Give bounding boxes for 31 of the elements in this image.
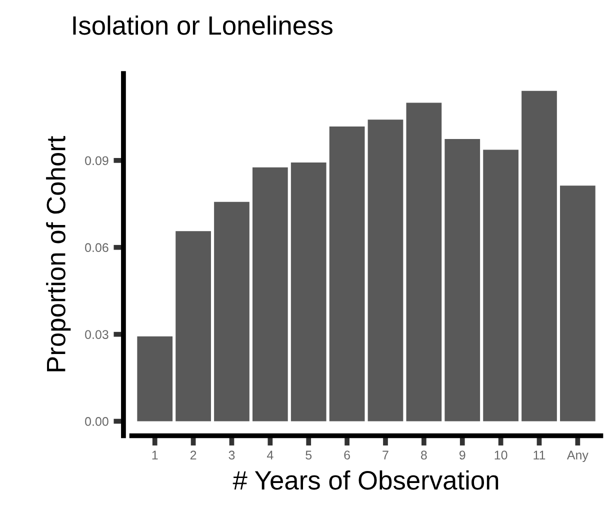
bar	[560, 186, 596, 422]
x-tick-label: 5	[306, 450, 312, 460]
bar	[483, 150, 518, 422]
y-tick-label: 0.00	[85, 417, 108, 426]
bar	[444, 138, 480, 422]
x-tick-label: 2	[190, 450, 196, 460]
x-tick-label: 10	[494, 450, 508, 460]
x-axis-title: # Years of Observation	[232, 470, 498, 490]
chart-title: Isolation or Loneliness	[73, 15, 332, 35]
bar	[368, 120, 404, 422]
bar	[137, 336, 173, 422]
x-tick-label: 3	[228, 450, 235, 460]
bar	[176, 231, 211, 422]
x-tick-label: 8	[420, 450, 427, 460]
x-tick-label: 9	[459, 450, 466, 460]
bar	[522, 90, 557, 422]
x-tick-label: 11	[534, 450, 546, 460]
bar	[406, 102, 442, 422]
y-tick-label: 0.06	[85, 243, 108, 252]
y-axis-title: Proportion of Cohort	[46, 136, 71, 372]
y-tick-label: 0.03	[85, 330, 108, 339]
y-tick-label: 0.09	[85, 156, 108, 166]
x-tick-label: Any	[566, 450, 588, 462]
x-tick-label: 6	[344, 450, 350, 460]
bar	[214, 202, 250, 422]
x-tick-label: 1	[152, 450, 158, 460]
x-tick-label: 4	[266, 450, 274, 460]
bar	[329, 126, 365, 422]
x-tick-label: 7	[382, 450, 388, 460]
bar	[252, 167, 288, 422]
bar	[290, 162, 326, 422]
